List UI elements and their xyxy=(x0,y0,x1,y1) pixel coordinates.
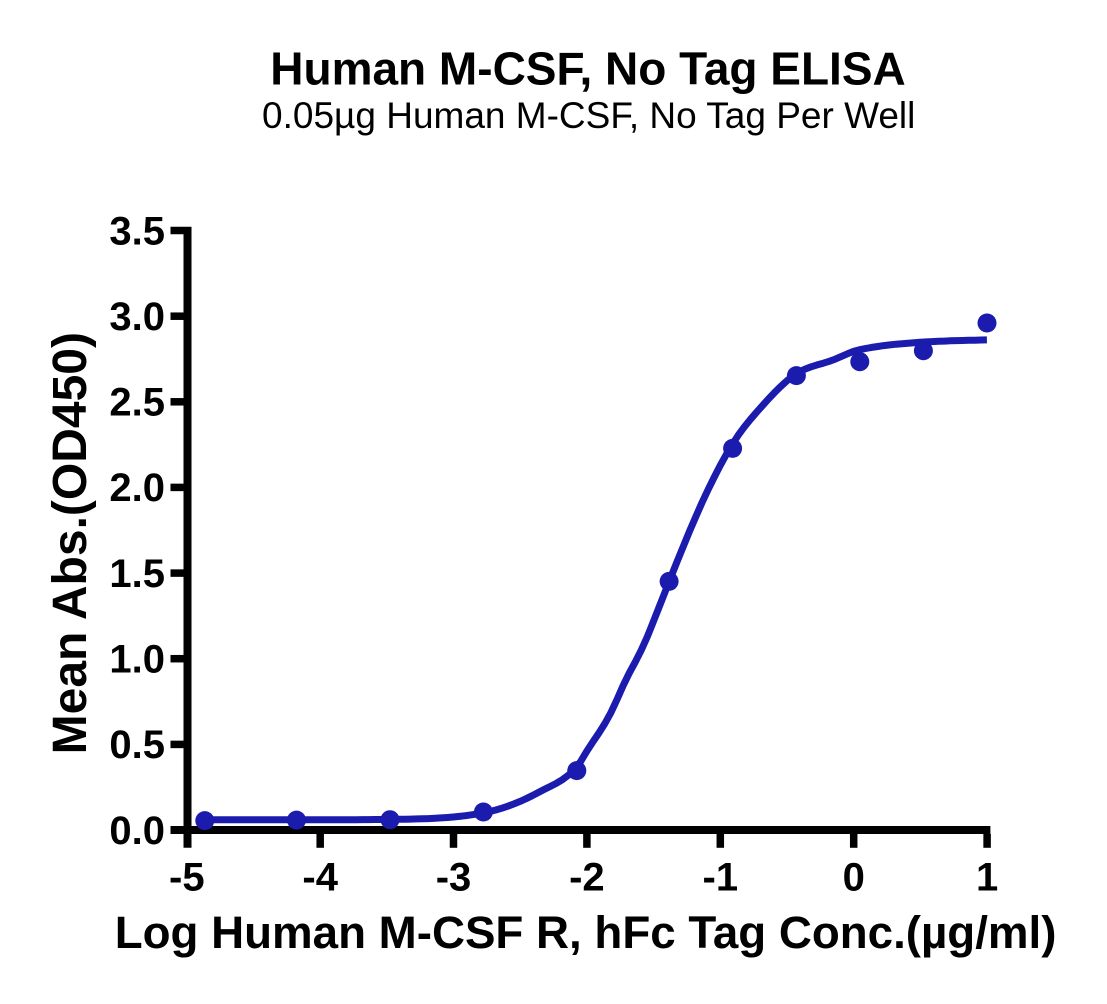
svg-text:-4: -4 xyxy=(302,856,338,900)
svg-text:Log Human M-CSF R, hFc Tag Con: Log Human M-CSF R, hFc Tag Conc.(µg/ml) xyxy=(115,907,1057,958)
svg-text:Human M-CSF, No Tag ELISA: Human M-CSF, No Tag ELISA xyxy=(270,42,906,94)
svg-text:Mean Abs.(OD450): Mean Abs.(OD450) xyxy=(44,332,97,754)
svg-text:-2: -2 xyxy=(569,856,605,900)
svg-text:1: 1 xyxy=(976,856,998,900)
svg-text:-3: -3 xyxy=(436,856,472,900)
svg-text:-5: -5 xyxy=(169,856,205,900)
svg-text:-1: -1 xyxy=(703,856,739,900)
svg-text:0.0: 0.0 xyxy=(109,809,165,853)
svg-text:2.5: 2.5 xyxy=(109,381,165,425)
svg-text:0.5: 0.5 xyxy=(109,723,165,767)
svg-text:0.05µg Human M-CSF, No Tag Per: 0.05µg Human M-CSF, No Tag Per Well xyxy=(262,95,915,136)
svg-text:3.0: 3.0 xyxy=(109,295,165,339)
svg-text:1.5: 1.5 xyxy=(109,552,165,596)
svg-text:0: 0 xyxy=(843,856,865,900)
svg-text:3.5: 3.5 xyxy=(109,209,165,253)
svg-text:1.0: 1.0 xyxy=(109,638,165,682)
svg-text:2.0: 2.0 xyxy=(109,466,165,510)
